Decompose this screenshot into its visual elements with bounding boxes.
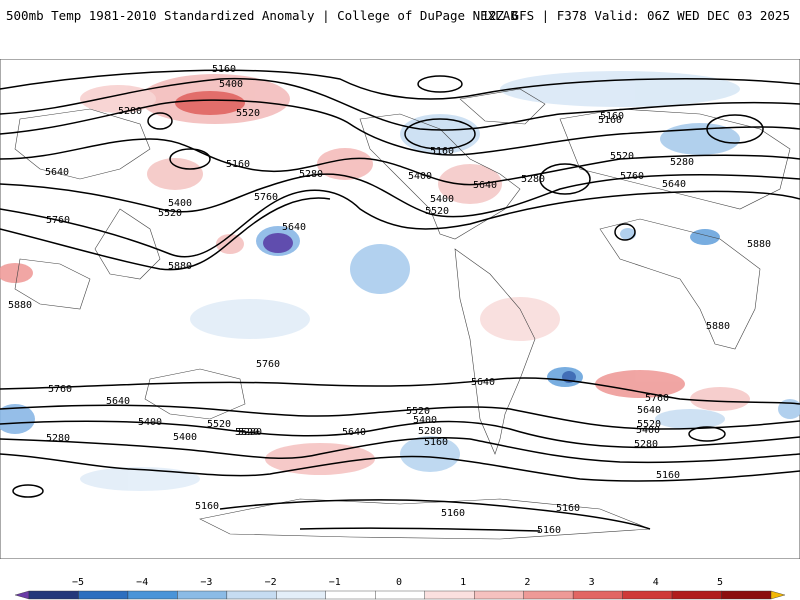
- contour-label: 5160: [212, 64, 236, 75]
- contour-label: 5760: [254, 192, 278, 203]
- colorbar-tick-label: −2: [265, 577, 277, 588]
- contour-label: 5520: [236, 108, 260, 119]
- contour-label: 5400: [138, 417, 162, 428]
- contour-label: 5400: [168, 198, 192, 209]
- contour-label: 5520: [406, 406, 430, 417]
- colorbar-ticks: −5 −4 −3 −2 −1 0 1 2 3 4 5: [72, 577, 723, 588]
- contour-label: 5520: [207, 419, 231, 430]
- contour-label: 5160: [226, 159, 250, 170]
- colorbar-swatches: [14, 590, 786, 600]
- colorbar-swatch: [572, 590, 623, 600]
- contour-label: 5640: [473, 180, 497, 191]
- contour-labels: 5160 5400 5280 5520 5160 5640 5280 5760 …: [8, 64, 771, 536]
- contour-label: 5280: [418, 426, 442, 437]
- colorbar-tick-label: 0: [396, 577, 402, 588]
- colorbar-swatch: [424, 590, 475, 600]
- colorbar-tick-label: −5: [72, 577, 84, 588]
- colorbar-tick-label: −4: [136, 577, 148, 588]
- contour-label: 5520: [158, 208, 182, 219]
- colorbar-tick-label: −3: [200, 577, 212, 588]
- contour-label: 5160: [424, 437, 448, 448]
- contour-label: 5400: [219, 79, 243, 90]
- contour-label: 5520: [425, 206, 449, 217]
- contour-label: 5760: [620, 171, 644, 182]
- colorbar-tick-label: 3: [589, 577, 595, 588]
- colorbar-swatch: [770, 590, 786, 600]
- contour-label: 5400: [173, 432, 197, 443]
- contour-label: 5520: [610, 151, 634, 162]
- contour-label: 5640: [282, 222, 306, 233]
- contour-label: 5640: [471, 377, 495, 388]
- contour-label: 5880: [706, 321, 730, 332]
- contour-label: 5280: [46, 433, 70, 444]
- colorbar-swatch: [721, 590, 772, 600]
- contour-label: 5280: [670, 157, 694, 168]
- contour-label: 5760: [48, 384, 72, 395]
- contour-label: 5160: [656, 470, 680, 481]
- map-title: 500mb Temp 1981-2010 Standardized Anomal…: [6, 8, 518, 23]
- colorbar-swatch: [671, 590, 722, 600]
- contour-label: 5640: [106, 396, 130, 407]
- anomaly-map: 5160 5400 5280 5520 5160 5640 5280 5760 …: [0, 59, 800, 559]
- contour-label: 5400: [408, 171, 432, 182]
- contour-label: 5280: [118, 106, 142, 117]
- contour-label: 5520: [637, 419, 661, 430]
- contour-label: 5280: [238, 427, 262, 438]
- contour-label: 5760: [645, 393, 669, 404]
- colorbar-swatch: [28, 590, 79, 600]
- colorbar-swatch: [325, 590, 376, 600]
- colorbar-tick-label: 1: [460, 577, 466, 588]
- contour-label: 5160: [598, 115, 622, 126]
- run-info: 12Z GFS | F378 Valid: 06Z WED DEC 03 202…: [481, 8, 790, 23]
- colorbar-swatch: [14, 590, 30, 600]
- colorbar-tick-label: 5: [717, 577, 723, 588]
- contour-label: 5880: [168, 261, 192, 272]
- contour-label: 5400: [636, 425, 660, 436]
- contour-label: 5160: [430, 146, 454, 157]
- contour-label: 5160: [195, 501, 219, 512]
- contour-label: 5880: [8, 300, 32, 311]
- contour-label: 5760: [46, 215, 70, 226]
- contour-label: 5280: [299, 169, 323, 180]
- colorbar-swatch: [523, 590, 574, 600]
- coastlines: [14, 88, 791, 540]
- height-contours: [0, 69, 800, 532]
- header: 500mb Temp 1981-2010 Standardized Anomal…: [0, 0, 800, 30]
- colorbar-tick-label: 2: [524, 577, 530, 588]
- colorbar: −5 −4 −3 −2 −1 0 1 2 3 4 5: [14, 577, 786, 600]
- contour-label: 5520: [235, 427, 259, 438]
- anomaly-shading: [0, 71, 800, 491]
- contour-label: 5160: [537, 525, 561, 536]
- contour-label: 5280: [521, 174, 545, 185]
- colorbar-tick-label: 4: [653, 577, 659, 588]
- contour-label: 5280: [634, 439, 658, 450]
- contour-label: 5640: [342, 427, 366, 438]
- colorbar-swatch: [177, 590, 228, 600]
- contour-label: 5160: [556, 503, 580, 514]
- colorbar-swatch: [622, 590, 673, 600]
- contour-label: 5160: [441, 508, 465, 519]
- contour-label: 5160: [600, 111, 624, 122]
- colorbar-swatch: [375, 590, 425, 600]
- contour-label: 5760: [256, 359, 280, 370]
- contour-label: 5640: [662, 179, 686, 190]
- contour-label: 5880: [747, 239, 771, 250]
- contour-label: 5400: [430, 194, 454, 205]
- colorbar-swatch: [276, 590, 327, 600]
- contour-label: 5400: [413, 415, 437, 426]
- colorbar-swatch: [226, 590, 277, 600]
- colorbar-swatch: [78, 590, 129, 600]
- contour-label: 5640: [45, 167, 69, 178]
- contour-label: 5640: [637, 405, 661, 416]
- colorbar-swatch: [474, 590, 524, 600]
- colorbar-swatch: [127, 590, 178, 600]
- colorbar-tick-label: −1: [329, 577, 341, 588]
